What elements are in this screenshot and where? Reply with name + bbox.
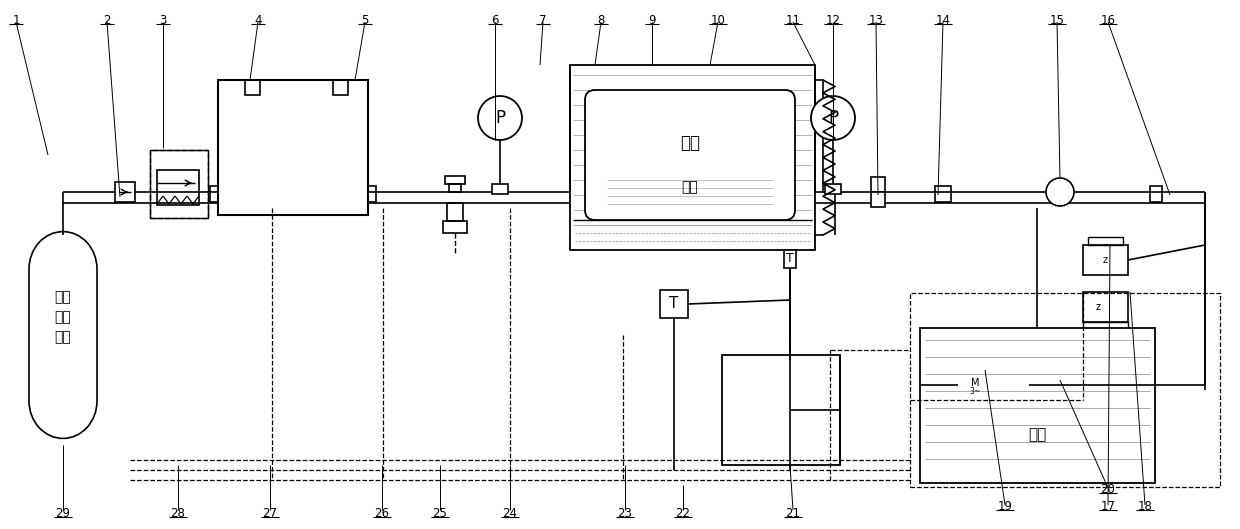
Text: 14: 14 (935, 14, 951, 27)
Text: T: T (670, 296, 678, 312)
Bar (1083, 322, 1128, 334)
Text: T: T (786, 252, 794, 266)
Text: 6: 6 (491, 14, 498, 27)
Bar (446, 203, 463, 221)
Bar (910, 293, 1220, 487)
Text: 20: 20 (1101, 483, 1116, 496)
Bar (210, 186, 218, 202)
Bar (1149, 186, 1162, 202)
Text: 液体: 液体 (682, 180, 698, 194)
Bar (115, 182, 135, 202)
Text: 22: 22 (676, 507, 691, 520)
FancyBboxPatch shape (585, 90, 795, 220)
Text: 21: 21 (785, 507, 801, 520)
Circle shape (994, 368, 1029, 402)
Text: z: z (1102, 255, 1107, 265)
Text: 8: 8 (598, 14, 605, 27)
Text: 29: 29 (56, 507, 71, 520)
Text: 2: 2 (103, 14, 110, 27)
Text: 10: 10 (711, 14, 725, 27)
Text: 24: 24 (502, 507, 517, 520)
Text: 26: 26 (374, 507, 389, 520)
Text: 3~: 3~ (970, 387, 981, 396)
Text: 5: 5 (361, 14, 368, 27)
Text: 15: 15 (1049, 14, 1064, 27)
Bar (870, 177, 885, 192)
Text: 12: 12 (826, 14, 841, 27)
Bar (492, 184, 508, 194)
Text: 氢气: 氢气 (55, 310, 72, 324)
Text: 液体: 液体 (1028, 427, 1047, 442)
Bar (246, 80, 260, 95)
Text: 25: 25 (433, 507, 448, 520)
Bar (825, 184, 841, 194)
Text: 9: 9 (649, 14, 656, 27)
Bar (660, 290, 688, 318)
Bar (1087, 334, 1109, 349)
Bar (157, 170, 198, 205)
Text: 低压: 低压 (55, 290, 72, 304)
Text: P: P (495, 109, 505, 127)
Circle shape (811, 96, 856, 140)
Bar (334, 80, 348, 95)
Text: 23: 23 (618, 507, 632, 520)
Bar (443, 221, 467, 233)
Bar (1087, 237, 1123, 245)
Text: M: M (971, 378, 980, 388)
Circle shape (477, 96, 522, 140)
Bar (445, 176, 465, 184)
Bar (218, 80, 368, 215)
Text: z: z (1095, 302, 1101, 312)
Circle shape (1047, 178, 1074, 206)
Text: 18: 18 (1137, 500, 1152, 513)
Bar (722, 355, 839, 465)
Text: 27: 27 (263, 507, 278, 520)
Bar (368, 186, 376, 202)
Bar (150, 150, 208, 218)
Bar (920, 328, 1154, 483)
Text: 17: 17 (1101, 500, 1116, 513)
Bar (935, 186, 951, 202)
Text: 3: 3 (159, 14, 166, 27)
Text: 7: 7 (539, 14, 547, 27)
Bar (1083, 292, 1128, 322)
Bar (784, 250, 796, 268)
Bar (150, 150, 208, 218)
Bar (870, 192, 885, 207)
Text: P: P (828, 109, 838, 127)
Text: 13: 13 (868, 14, 883, 27)
Text: 19: 19 (997, 500, 1013, 513)
Text: 氢气: 氢气 (680, 134, 701, 152)
Text: 4: 4 (254, 14, 262, 27)
Text: 1: 1 (12, 14, 20, 27)
Bar (1083, 245, 1128, 275)
Text: 储罐: 储罐 (55, 330, 72, 344)
Bar (449, 184, 461, 192)
Text: 11: 11 (785, 14, 801, 27)
Text: 16: 16 (1101, 14, 1116, 27)
Text: 28: 28 (171, 507, 186, 520)
Bar (570, 65, 815, 250)
Circle shape (959, 368, 992, 402)
